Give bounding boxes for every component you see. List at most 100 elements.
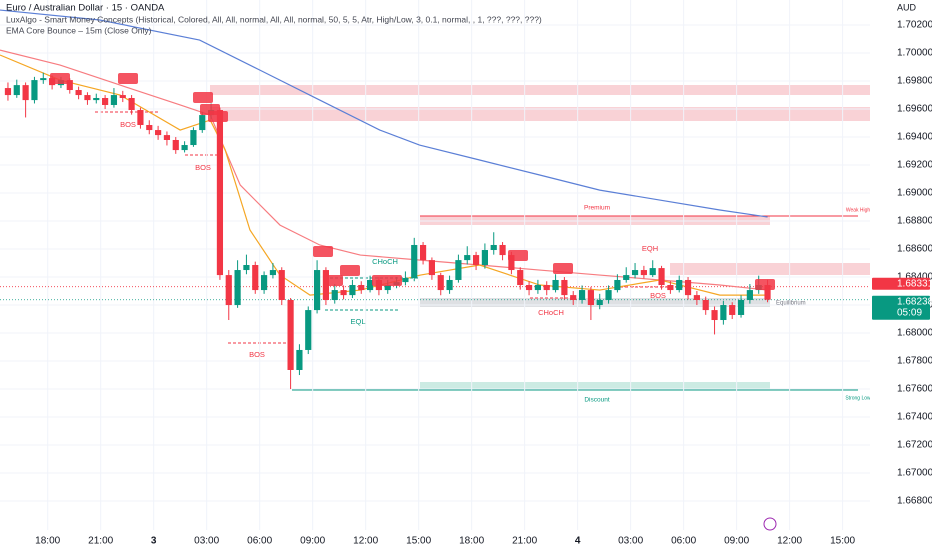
candle-body	[658, 268, 665, 286]
candle-body	[720, 305, 727, 321]
zones	[95, 85, 890, 391]
annotations: BOS BOS BOS BOS CHoCH CHoCH EQL EQH Prem…	[120, 120, 871, 404]
signal-box	[50, 73, 70, 84]
x-tick-label: 03:00	[194, 536, 219, 547]
y-tick-label: 1.69800	[897, 76, 932, 87]
signal-box	[323, 275, 343, 286]
signal-box	[553, 263, 573, 274]
legend: Euro / Australian Dollar · 15 · OANDA Lu…	[6, 2, 917, 35]
candle-body	[631, 270, 639, 276]
candle-body	[287, 299, 294, 370]
candle-body	[313, 270, 321, 311]
choch-label: CHoCH	[538, 308, 564, 317]
x-tick-label: 18:00	[459, 536, 484, 547]
candle-body	[305, 310, 312, 350]
signal-box	[340, 265, 360, 276]
candle-body	[428, 260, 435, 276]
candle-body	[534, 285, 541, 291]
candle-body	[93, 97, 100, 101]
price-tag	[872, 277, 930, 290]
y-tick-label: 1.67800	[897, 356, 932, 367]
candle-body	[31, 80, 38, 101]
y-tick-label: 1.68000	[897, 328, 932, 339]
candle-body	[146, 125, 153, 131]
bos-label: BOS	[249, 350, 265, 359]
signal-labels	[50, 73, 775, 290]
axis-background	[870, 0, 932, 550]
candle-body	[128, 97, 135, 111]
y-tick-label: 1.67200	[897, 440, 932, 451]
signal-box	[755, 279, 775, 290]
x-tick-label: 15:00	[406, 536, 431, 547]
candle-body	[22, 85, 29, 101]
discount-label: Discount	[584, 397, 609, 404]
discount-zone	[420, 382, 770, 390]
candle-body	[137, 110, 144, 126]
candle-body	[234, 270, 241, 306]
signal-box	[313, 246, 333, 257]
candle-body	[764, 285, 771, 300]
candle-body	[437, 275, 444, 291]
candle-body	[216, 110, 224, 276]
y-tick-label: 1.68800	[897, 216, 932, 227]
candle-body	[490, 244, 497, 251]
signal-box	[372, 275, 402, 286]
indicator-label: EMA Core Bounce – 15m (Close Only)	[6, 25, 152, 35]
candle-body	[587, 290, 594, 306]
x-tick-label: 06:00	[247, 536, 272, 547]
candle-body	[366, 279, 374, 291]
candle-body	[181, 145, 188, 151]
weak-high-label: Weak High	[846, 207, 871, 213]
signal-box	[193, 92, 213, 103]
bos-label: BOS	[195, 163, 211, 172]
signal-box	[208, 111, 228, 122]
premium-zone	[420, 216, 770, 225]
candle-body	[110, 95, 118, 105]
candle-body	[605, 290, 612, 300]
indicator-label: LuxAlgo - Smart Money Concepts (Historic…	[6, 14, 542, 24]
price-tag-label: 1.68331	[897, 278, 932, 289]
candle-body	[349, 285, 356, 296]
candle-body	[225, 275, 232, 306]
candle-body	[84, 95, 91, 101]
candle-body	[119, 95, 126, 98]
alert-icon[interactable]	[763, 517, 777, 531]
currency: AUD	[897, 2, 917, 12]
x-tick-label: 4	[575, 536, 581, 547]
candle-body	[684, 279, 692, 296]
candle-body	[278, 270, 285, 300]
candle-body	[481, 250, 488, 265]
candle-body	[729, 305, 736, 315]
candle-body	[578, 290, 586, 300]
x-tick-label: 21:00	[88, 536, 113, 547]
time-axis-background	[0, 530, 870, 550]
candle-body	[261, 275, 268, 291]
candle-body	[640, 270, 647, 276]
y-tick-label: 1.67400	[897, 412, 932, 423]
grid	[0, 0, 870, 530]
eql-label: EQL	[350, 317, 365, 326]
candle-body	[667, 285, 674, 291]
candle-body	[702, 299, 709, 311]
eqh-label: EQH	[642, 244, 658, 253]
candle-body	[543, 285, 550, 291]
y-tick-label: 1.67600	[897, 384, 932, 395]
price-tag	[872, 295, 930, 320]
y-tick-label: 1.69200	[897, 160, 932, 171]
y-tick-label: 1.69600	[897, 104, 932, 115]
ema-line	[0, 9, 768, 218]
bos-label: BOS	[650, 291, 666, 300]
candle-body	[561, 279, 568, 296]
y-tick-label: 1.68600	[897, 244, 932, 255]
y-tick-label: 1.67000	[897, 468, 932, 479]
candle-body	[384, 285, 391, 291]
candle-body	[75, 90, 82, 96]
candle-body	[163, 135, 171, 140]
candle-body	[596, 299, 603, 306]
x-tick-label: 09:00	[724, 536, 749, 547]
x-tick-label: 21:00	[512, 536, 537, 547]
order-block	[670, 263, 890, 275]
candle-body	[570, 295, 577, 300]
candle-body	[517, 270, 524, 286]
